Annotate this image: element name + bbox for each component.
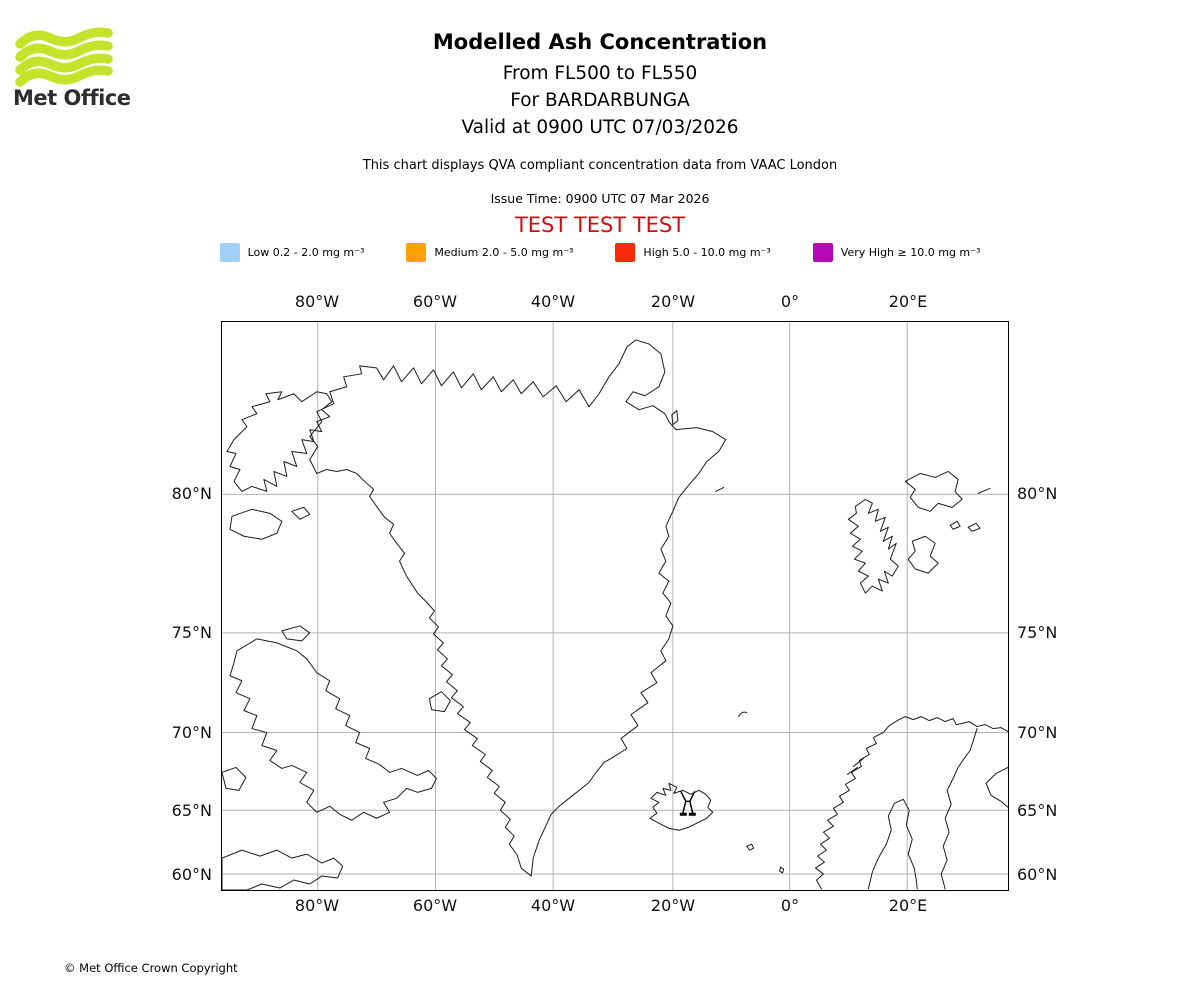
volcano-marker: [679, 791, 696, 816]
coastline-islet: [967, 522, 981, 532]
coastline-lofoten: [852, 757, 864, 767]
map-canvas: [221, 322, 1009, 891]
x-tick-label-bottom: 0°: [780, 896, 800, 915]
high-swatch: [615, 243, 636, 262]
y-tick-label-left: 70°N: [171, 723, 212, 742]
coastline-ellesmere: [226, 391, 333, 492]
flight-level-subtitle: From FL500 to FL550: [502, 63, 698, 84]
coastline-jan-mayen: [738, 711, 748, 718]
coastline-iceland: [649, 782, 714, 831]
medium-swatch: [406, 243, 427, 262]
volcano-subtitle: For BARDARBUNGA: [510, 90, 690, 111]
legend-label: High 5.0 - 10.0 mg m⁻³: [643, 246, 771, 259]
coastline-devon: [229, 508, 283, 540]
coastline-edgeoya: [907, 535, 939, 574]
coastline-shetland: [779, 866, 785, 874]
coastline-spitsbergen: [847, 498, 899, 594]
legend-label: Low 0.2 - 2.0 mg m⁻³: [247, 246, 365, 259]
x-tick-label-bottom: 40°W: [530, 896, 576, 915]
coastline-bothnia: [867, 798, 918, 890]
legend-item-very-high: Very High ≥ 10.0 mg m⁻³: [812, 243, 981, 262]
coastline-finland: [940, 728, 978, 890]
coastline-greenland: [309, 339, 727, 877]
y-tick-label-left: 80°N: [171, 484, 212, 503]
coastline-islet: [715, 486, 725, 492]
coastline-islet: [221, 766, 247, 791]
coastline-lofoten: [846, 766, 858, 775]
y-tick-label-right: 80°N: [1017, 484, 1058, 503]
low-swatch: [219, 243, 240, 262]
legend-item-low: Low 0.2 - 2.0 mg m⁻³: [219, 243, 365, 262]
legend-label: Very High ≥ 10.0 mg m⁻³: [840, 246, 981, 259]
test-banner: TEST TEST TEST: [514, 213, 686, 237]
x-tick-label-top: 40°W: [530, 292, 576, 311]
coastline-islet: [671, 410, 679, 426]
y-tick-label-right: 70°N: [1017, 723, 1058, 742]
page-title: Modelled Ash Concentration: [432, 30, 768, 54]
y-tick-label-right: 60°N: [1017, 865, 1058, 884]
coastlines: [221, 339, 1009, 891]
coastline-white-sea: [985, 766, 1009, 808]
coastline-bylot: [281, 625, 311, 642]
coastline-islet: [949, 520, 961, 530]
issue-time: Issue Time: 0900 UTC 07 Mar 2026: [490, 191, 710, 206]
qva-note: This chart displays QVA compliant concen…: [362, 158, 838, 173]
coastline-baffin: [229, 638, 437, 821]
legend-item-medium: Medium 2.0 - 5.0 mg m⁻³: [406, 243, 573, 262]
y-tick-label-left: 75°N: [171, 623, 212, 642]
x-tick-label-top: 60°W: [412, 292, 458, 311]
x-tick-label-top: 20°E: [888, 292, 928, 311]
coastline-faroe: [746, 843, 755, 851]
coastline-islet: [977, 487, 991, 494]
coastline-norway: [814, 716, 1009, 890]
coastline-islet: [291, 506, 311, 520]
logo-brand-text: Met Office: [13, 86, 131, 110]
x-tick-label-top: 20°W: [650, 292, 696, 311]
legend: Low 0.2 - 2.0 mg m⁻³ Medium 2.0 - 5.0 mg…: [0, 243, 1200, 262]
y-tick-label-right: 65°N: [1017, 801, 1058, 820]
valid-time-subtitle: Valid at 0900 UTC 07/03/2026: [461, 117, 739, 138]
legend-item-high: High 5.0 - 10.0 mg m⁻³: [615, 243, 771, 262]
x-tick-label-bottom: 20°E: [888, 896, 928, 915]
y-tick-label-left: 60°N: [171, 865, 212, 884]
graticule-grid: [222, 322, 1008, 890]
x-tick-label-bottom: 60°W: [412, 896, 458, 915]
copyright-text: © Met Office Crown Copyright: [64, 961, 238, 975]
x-tick-label-top: 0°: [780, 292, 800, 311]
logo-waves-icon: [15, 27, 113, 87]
met-office-logo: [15, 27, 113, 87]
y-tick-label-right: 75°N: [1017, 623, 1058, 642]
y-tick-label-left: 65°N: [171, 801, 212, 820]
coastline-disko: [428, 691, 451, 713]
very-high-swatch: [812, 243, 833, 262]
coastline-nordaustlandet: [904, 470, 963, 512]
x-tick-label-bottom: 80°W: [294, 896, 340, 915]
x-tick-label-bottom: 20°W: [650, 896, 696, 915]
map-frame: [221, 321, 1009, 891]
legend-label: Medium 2.0 - 5.0 mg m⁻³: [434, 246, 574, 259]
x-tick-label-top: 80°W: [294, 292, 340, 311]
coastline-labrador: [221, 849, 344, 891]
